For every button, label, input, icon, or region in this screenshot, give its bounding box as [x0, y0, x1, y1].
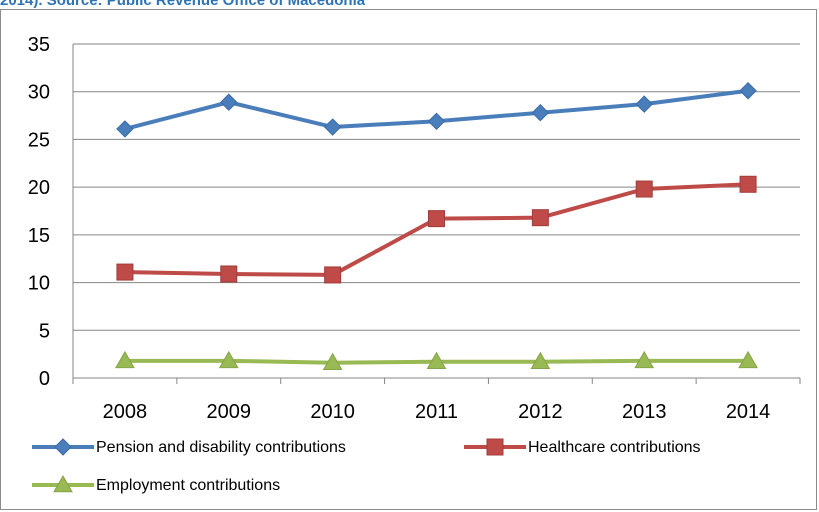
data-point-series-2 [739, 175, 757, 193]
data-point-series-1 [531, 104, 550, 122]
x-tick-label: 2012 [518, 401, 563, 423]
y-tick-label: 5 [39, 320, 50, 342]
data-point-series-3 [738, 350, 758, 369]
data-point-series-1 [427, 112, 446, 131]
y-tick-label: 0 [39, 368, 50, 390]
x-tick-label: 2014 [726, 401, 771, 423]
data-point-series-1 [739, 82, 757, 100]
data-point-series-2 [324, 266, 342, 284]
x-tick-label: 2011 [415, 401, 458, 423]
chart-frame [0, 9, 817, 510]
data-point-series-3 [530, 351, 551, 370]
y-tick-label: 10 [28, 273, 50, 295]
data-point-series-3 [322, 352, 343, 370]
data-point-series-2 [428, 210, 445, 228]
y-tick-label: 20 [28, 177, 50, 199]
y-tick-label: 35 [28, 34, 50, 56]
y-tick-label: 25 [28, 129, 50, 151]
data-point-series-2 [220, 265, 238, 283]
chart-caption: 2014). Source: Public Revenue Office of … [0, 0, 366, 9]
x-tick-label: 2009 [207, 401, 252, 423]
data-point-series-1 [220, 93, 238, 111]
series-line-2 [124, 182, 749, 277]
y-tick-label: 15 [28, 225, 50, 247]
data-point-series-2 [635, 180, 653, 198]
legend-label-1: Pension and disability contributions [96, 439, 346, 456]
data-point-series-1 [323, 118, 342, 136]
legend-label-3: Employment contributions [96, 477, 280, 494]
legend-marker-1 [54, 438, 72, 456]
data-point-series-1 [635, 95, 653, 113]
data-point-series-3 [426, 351, 447, 370]
data-point-series-1 [116, 120, 134, 138]
data-point-series-2 [116, 263, 134, 281]
legend-marker-2 [486, 438, 504, 456]
data-point-series-3 [218, 350, 239, 369]
x-tick-label: 2013 [622, 401, 667, 423]
legend-marker-3 [53, 474, 73, 493]
data-point-series-3 [115, 350, 135, 369]
x-tick-label: 2008 [103, 401, 148, 423]
data-point-series-3 [634, 350, 655, 369]
x-tick-label: 2010 [310, 401, 355, 423]
y-tick-label: 30 [28, 82, 50, 104]
legend-label-2: Healthcare contributions [528, 439, 701, 456]
data-point-series-2 [531, 209, 549, 227]
